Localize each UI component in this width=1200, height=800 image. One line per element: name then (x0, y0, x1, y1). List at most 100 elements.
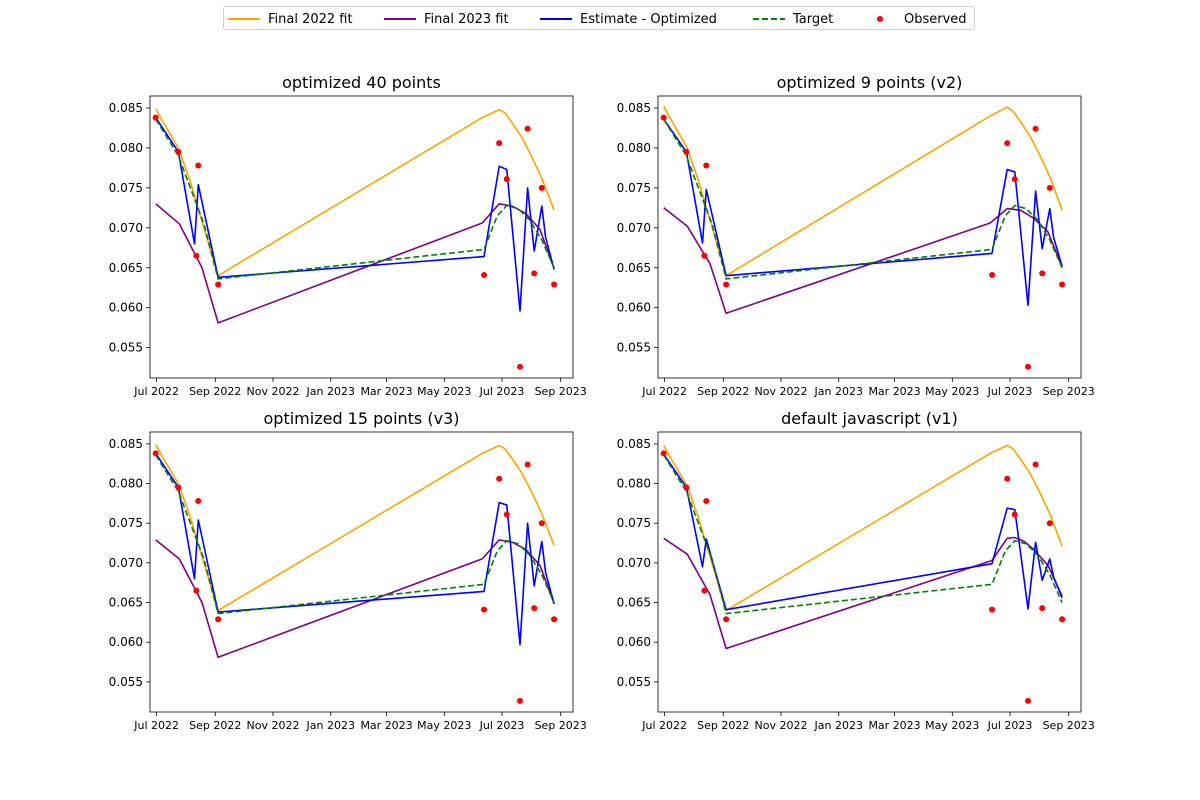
point-observed (551, 281, 558, 288)
x-tick-label: Sep 2022 (697, 385, 749, 398)
x-tick-label: Sep 2023 (1043, 719, 1095, 732)
point-observed (989, 606, 996, 613)
x-tick-label: Jan 2023 (306, 385, 355, 398)
series-line-final-2023-fit (663, 207, 1063, 315)
series-line-estimate-optimized (663, 453, 1063, 611)
y-tick-label: 0.055 (109, 341, 143, 355)
y-tick-label: 0.060 (109, 301, 143, 315)
legend-item-observed: Observed (864, 7, 967, 31)
legend-item-final-2023: Final 2023 fit (384, 7, 509, 31)
legend-label-final-2022: Final 2022 fit (268, 11, 353, 27)
chart-title: optimized 9 points (v2) (777, 73, 963, 92)
point-observed (1025, 363, 1032, 370)
point-observed (517, 363, 524, 370)
legend-swatch-target (753, 18, 785, 20)
y-tick-label: 0.080 (109, 477, 143, 491)
x-tick-label: Nov 2022 (755, 719, 808, 732)
point-observed (503, 176, 510, 183)
y-tick-label: 0.060 (617, 635, 651, 649)
point-observed (660, 450, 667, 457)
x-tick-label: May 2023 (417, 385, 471, 398)
point-observed (723, 281, 730, 288)
x-tick-label: Jul 2023 (987, 719, 1033, 732)
point-observed (481, 606, 488, 613)
point-observed (1025, 697, 1032, 704)
chart-title: optimized 15 points (v3) (264, 409, 460, 428)
legend-item-estimate: Estimate - Optimized (540, 7, 717, 31)
y-tick-label: 0.085 (617, 101, 651, 115)
point-observed (1046, 184, 1053, 191)
x-tick-label: Nov 2022 (247, 385, 300, 398)
point-observed (531, 605, 538, 612)
point-observed (1039, 270, 1046, 277)
point-observed (152, 450, 159, 457)
x-tick-label: May 2023 (925, 385, 979, 398)
x-tick-label: May 2023 (417, 719, 471, 732)
x-tick-label: Jan 2023 (814, 719, 863, 732)
chart-panel-3: optimized 15 points (v3) Jul 2022 Sep 2022… (109, 409, 587, 732)
point-observed (175, 484, 182, 491)
x-tick-label: Jan 2023 (306, 719, 355, 732)
point-observed (538, 520, 545, 527)
x-tick-label: Jul 2022 (641, 719, 687, 732)
plot-frame (149, 431, 574, 713)
legend-label-observed: Observed (904, 11, 967, 27)
point-observed (1004, 140, 1011, 147)
point-observed (175, 148, 182, 155)
y-tick-label: 0.075 (109, 181, 143, 195)
point-observed (531, 270, 538, 277)
x-tick-label: Nov 2022 (755, 385, 808, 398)
point-observed (683, 148, 690, 155)
y-tick-label: 0.055 (109, 675, 143, 689)
point-observed (538, 184, 545, 191)
chart-panel-2: optimized 9 points (v2) Jul 2022 Sep 2022 N… (617, 73, 1095, 398)
point-observed (1011, 511, 1018, 518)
x-tick-label: Jul 2022 (133, 719, 179, 732)
point-observed (1039, 605, 1046, 612)
point-observed (703, 162, 710, 169)
point-observed (215, 281, 222, 288)
legend-label-final-2023: Final 2023 fit (424, 11, 509, 27)
chart-panel-4: default javascript (v1) Jul 2022 Sep 2022 N… (617, 409, 1095, 732)
point-observed (496, 140, 503, 147)
point-observed (1046, 520, 1053, 527)
y-tick-label: 0.060 (617, 301, 651, 315)
legend-label-estimate: Estimate - Optimized (580, 11, 717, 27)
x-tick-label: Mar 2023 (360, 719, 412, 732)
chart-legend: Final 2022 fit Final 2023 fit Estimate -… (223, 6, 975, 30)
point-observed (1032, 461, 1039, 468)
x-tick-label: Sep 2022 (189, 719, 241, 732)
series-line-target (155, 454, 555, 615)
legend-item-target: Target (753, 7, 833, 31)
x-tick-label: Sep 2022 (697, 719, 749, 732)
y-tick-label: 0.070 (617, 556, 651, 570)
x-tick-label: Jul 2022 (133, 385, 179, 398)
y-tick-label: 0.075 (109, 516, 143, 530)
point-observed (701, 252, 708, 259)
point-observed (524, 461, 531, 468)
x-tick-label: Mar 2023 (360, 385, 412, 398)
point-observed (193, 252, 200, 259)
y-tick-label: 0.080 (617, 141, 651, 155)
x-tick-label: Jul 2022 (641, 385, 687, 398)
series-line-target (663, 454, 1063, 615)
plot-frame (657, 431, 1082, 713)
y-tick-label: 0.060 (109, 635, 143, 649)
series-line-estimate-optimized (663, 118, 1063, 307)
plot-frame (657, 95, 1082, 379)
x-tick-label: Sep 2023 (1043, 385, 1095, 398)
series-line-estimate-optimized (155, 117, 555, 312)
point-observed (1059, 281, 1066, 288)
chart-title: optimized 40 points (282, 73, 441, 92)
series-line-final-2023-fit (663, 536, 1063, 650)
legend-label-target: Target (793, 11, 834, 27)
x-tick-label: Sep 2023 (535, 719, 587, 732)
y-tick-label: 0.085 (109, 437, 143, 451)
y-tick-label: 0.080 (617, 477, 651, 491)
legend-swatch-final-2022 (228, 18, 260, 20)
point-observed (215, 616, 222, 623)
point-observed (703, 498, 710, 505)
x-tick-label: Mar 2023 (868, 719, 920, 732)
y-tick-label: 0.065 (109, 261, 143, 275)
